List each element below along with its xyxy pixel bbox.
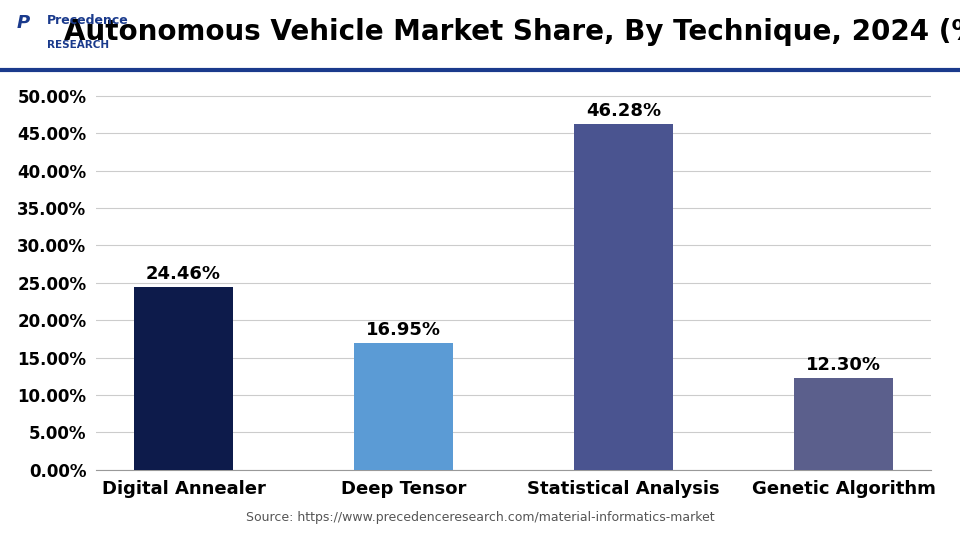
Text: 24.46%: 24.46% [146, 265, 221, 283]
Bar [354, 343, 453, 470]
Text: 12.30%: 12.30% [806, 356, 881, 374]
Text: P: P [16, 14, 30, 32]
Text: Precedence: Precedence [47, 14, 129, 27]
Text: 16.95%: 16.95% [366, 321, 441, 339]
Bar [574, 124, 673, 470]
Bar [134, 287, 233, 470]
Text: RESEARCH: RESEARCH [47, 40, 109, 50]
Text: Autonomous Vehicle Market Share, By Technique, 2024 (%): Autonomous Vehicle Market Share, By Tech… [64, 18, 960, 46]
Text: Source: https://www.precedenceresearch.com/material-informatics-market: Source: https://www.precedenceresearch.c… [246, 511, 714, 524]
Bar [794, 378, 893, 470]
Text: 46.28%: 46.28% [586, 102, 661, 120]
